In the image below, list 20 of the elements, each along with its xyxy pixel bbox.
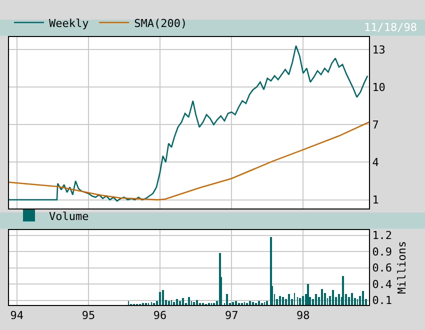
y-tick-label: 0.6 (372, 262, 392, 275)
y-tick-label: 0.9 (372, 245, 392, 258)
text: 11/18/98 (364, 21, 417, 34)
y-tick-label: 0.1 (372, 294, 392, 308)
legend-label: Weekly (49, 16, 90, 30)
y-tick-label: 7 (372, 118, 379, 132)
y-tick-label: 10 (372, 80, 386, 94)
y-tick-label: 1 (372, 194, 379, 207)
y-tick-label: 13 (372, 43, 386, 56)
y-tick-label: 1.2 (372, 229, 392, 242)
legend-label: SMA(200) (134, 16, 188, 30)
x-tick-label: 95 (82, 309, 96, 322)
x-tick-label: 98 (296, 309, 310, 322)
x-tick-label: 96 (153, 309, 167, 322)
legend-label: Volume (49, 210, 89, 223)
y-tick-label: 0.4 (372, 278, 392, 291)
x-tick-label: 94 (10, 309, 24, 322)
x-tick-label: 97 (224, 309, 238, 322)
y-axis-title: Millions (396, 240, 409, 294)
y-tick-label: 4 (372, 156, 380, 170)
